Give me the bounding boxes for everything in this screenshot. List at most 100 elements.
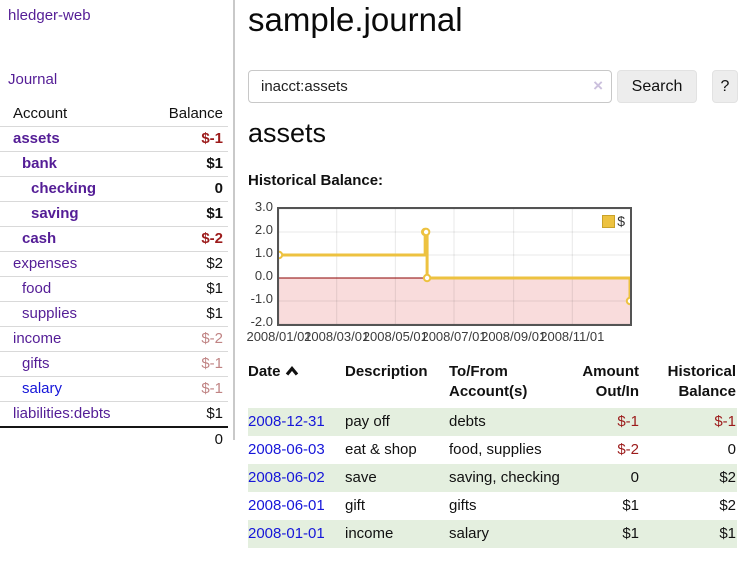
y-tick-label: 0.0 bbox=[254, 268, 273, 283]
page-title: sample.journal bbox=[248, 1, 463, 38]
transaction-accounts: debts bbox=[449, 413, 486, 430]
register-header-balance: Historical Balance bbox=[667, 363, 736, 400]
account-balance: 0 bbox=[168, 176, 228, 202]
register-row: 2008-06-03 eat & shop food, supplies $-2… bbox=[248, 436, 737, 464]
transaction-description: save bbox=[345, 469, 377, 486]
accounts-total-spacer bbox=[0, 426, 168, 452]
account-row: bank $1 bbox=[0, 151, 228, 177]
account-balance: $-1 bbox=[168, 376, 228, 402]
accounts-table: Account Balance assets $-1 bank $1 check… bbox=[0, 102, 228, 452]
account-balance: $-1 bbox=[168, 126, 228, 152]
transaction-balance: $1 bbox=[719, 525, 736, 542]
account-row: supplies $1 bbox=[0, 301, 228, 327]
account-link[interactable]: gifts bbox=[22, 355, 50, 372]
transaction-accounts: salary bbox=[449, 525, 490, 542]
account-link[interactable]: liabilities:debts bbox=[13, 405, 111, 422]
transaction-date-link[interactable]: 2008-06-03 bbox=[248, 441, 325, 458]
transaction-description: gift bbox=[345, 497, 366, 514]
account-link[interactable]: bank bbox=[22, 155, 58, 172]
register-header-description: Description bbox=[345, 363, 428, 380]
transaction-date-link[interactable]: 2008-06-01 bbox=[248, 497, 325, 514]
transaction-balance: 0 bbox=[727, 441, 736, 458]
sidebar-item-journal[interactable]: Journal bbox=[8, 71, 58, 88]
search-input[interactable] bbox=[248, 70, 612, 103]
x-tick-label: 2008/07/01 bbox=[421, 329, 487, 344]
register-row: 2008-01-01 income salary $1 $1 bbox=[248, 520, 737, 548]
chart-title: Historical Balance: bbox=[248, 172, 384, 189]
balance-chart-svg bbox=[279, 209, 630, 324]
help-button[interactable]: ? bbox=[712, 70, 738, 103]
account-link[interactable]: income bbox=[13, 330, 62, 347]
account-balance: $1 bbox=[168, 201, 228, 227]
account-row: salary $-1 bbox=[0, 376, 228, 402]
account-row: gifts $-1 bbox=[0, 351, 228, 377]
y-tick-label: -1.0 bbox=[250, 291, 273, 306]
register-tbody: 2008-12-31 pay off debts $-1 $-1 2008-06… bbox=[248, 408, 737, 548]
sidebar-divider bbox=[233, 0, 235, 440]
register-header-row: Date Description To/From Account(s) Amou… bbox=[248, 358, 737, 408]
accounts-header-account: Account bbox=[13, 105, 68, 122]
account-link[interactable]: salary bbox=[22, 380, 63, 397]
register-row: 2008-12-31 pay off debts $-1 $-1 bbox=[248, 408, 737, 436]
transaction-description: income bbox=[345, 525, 394, 542]
chart-legend: $ bbox=[600, 212, 627, 230]
transaction-amount: $-2 bbox=[617, 441, 639, 458]
balance-chart-plot[interactable]: $ bbox=[277, 207, 632, 326]
account-row: food $1 bbox=[0, 276, 228, 302]
app-title-link[interactable]: hledger-web bbox=[8, 7, 91, 24]
transaction-amount: 0 bbox=[630, 469, 639, 486]
transaction-amount: $1 bbox=[622, 525, 639, 542]
account-row: income $-2 bbox=[0, 326, 228, 352]
transaction-accounts: saving, checking bbox=[449, 469, 560, 486]
account-balance: $1 bbox=[168, 151, 228, 177]
account-link[interactable]: saving bbox=[31, 205, 79, 222]
account-link[interactable]: checking bbox=[31, 180, 97, 197]
transaction-amount: $1 bbox=[622, 497, 639, 514]
x-tick-label: 2008/09/01 bbox=[481, 329, 547, 344]
x-tick-label: 2008/01/01 bbox=[246, 329, 312, 344]
account-balance: $-2 bbox=[168, 326, 228, 352]
y-tick-label: 2.0 bbox=[254, 222, 273, 237]
transaction-description: eat & shop bbox=[345, 441, 417, 458]
y-tick-label: 1.0 bbox=[254, 245, 273, 260]
transaction-description: pay off bbox=[345, 413, 390, 430]
transaction-amount: $-1 bbox=[617, 413, 639, 430]
clear-search-icon[interactable]: × bbox=[593, 76, 603, 95]
register-header-date[interactable]: Date bbox=[248, 358, 345, 408]
transaction-accounts: gifts bbox=[449, 497, 477, 514]
transaction-balance: $-1 bbox=[714, 413, 736, 430]
transaction-date-link[interactable]: 2008-01-01 bbox=[248, 525, 325, 542]
account-row: assets $-1 bbox=[0, 126, 228, 152]
account-link[interactable]: expenses bbox=[13, 255, 78, 272]
account-link[interactable]: food bbox=[22, 280, 52, 297]
account-link[interactable]: assets bbox=[13, 130, 60, 147]
x-tick-label: 2008/11/01 bbox=[540, 329, 605, 344]
account-balance: $2 bbox=[168, 251, 228, 277]
transaction-accounts: food, supplies bbox=[449, 441, 542, 458]
transaction-date-link[interactable]: 2008-06-02 bbox=[248, 469, 325, 486]
y-tick-label: -2.0 bbox=[250, 314, 273, 329]
accounts-header-balance: Balance bbox=[168, 105, 223, 122]
register-header-accounts: To/From Account(s) bbox=[449, 363, 528, 400]
account-heading: assets bbox=[248, 118, 327, 148]
account-row: expenses $2 bbox=[0, 251, 228, 277]
account-balance: $1 bbox=[168, 301, 228, 327]
accounts-tbody: assets $-1 bank $1 checking 0 saving $1 … bbox=[0, 126, 228, 427]
search-button[interactable]: Search bbox=[617, 70, 697, 103]
accounts-total-balance: 0 bbox=[168, 426, 228, 452]
accounts-total-row: 0 bbox=[0, 426, 228, 452]
transaction-date-link[interactable]: 2008-12-31 bbox=[248, 413, 325, 430]
account-link[interactable]: supplies bbox=[22, 305, 78, 322]
transaction-balance: $2 bbox=[719, 497, 736, 514]
account-link[interactable]: cash bbox=[22, 230, 57, 247]
register-row: 2008-06-01 gift gifts $1 $2 bbox=[248, 492, 737, 520]
account-balance: $-2 bbox=[168, 226, 228, 252]
account-balance: $1 bbox=[168, 276, 228, 302]
historical-balance-chart: $ 3.0 2.0 1.0 0.0 -1.0 -2.0 2008/01/01 2008/03/… bbox=[241, 199, 661, 351]
account-row: saving $1 bbox=[0, 201, 228, 227]
account-balance: $1 bbox=[168, 401, 228, 427]
register-table: Date Description To/From Account(s) Amou… bbox=[248, 358, 737, 548]
search-box: × bbox=[248, 70, 612, 103]
account-row: cash $-2 bbox=[0, 226, 228, 252]
sort-ascending-icon bbox=[285, 366, 298, 376]
